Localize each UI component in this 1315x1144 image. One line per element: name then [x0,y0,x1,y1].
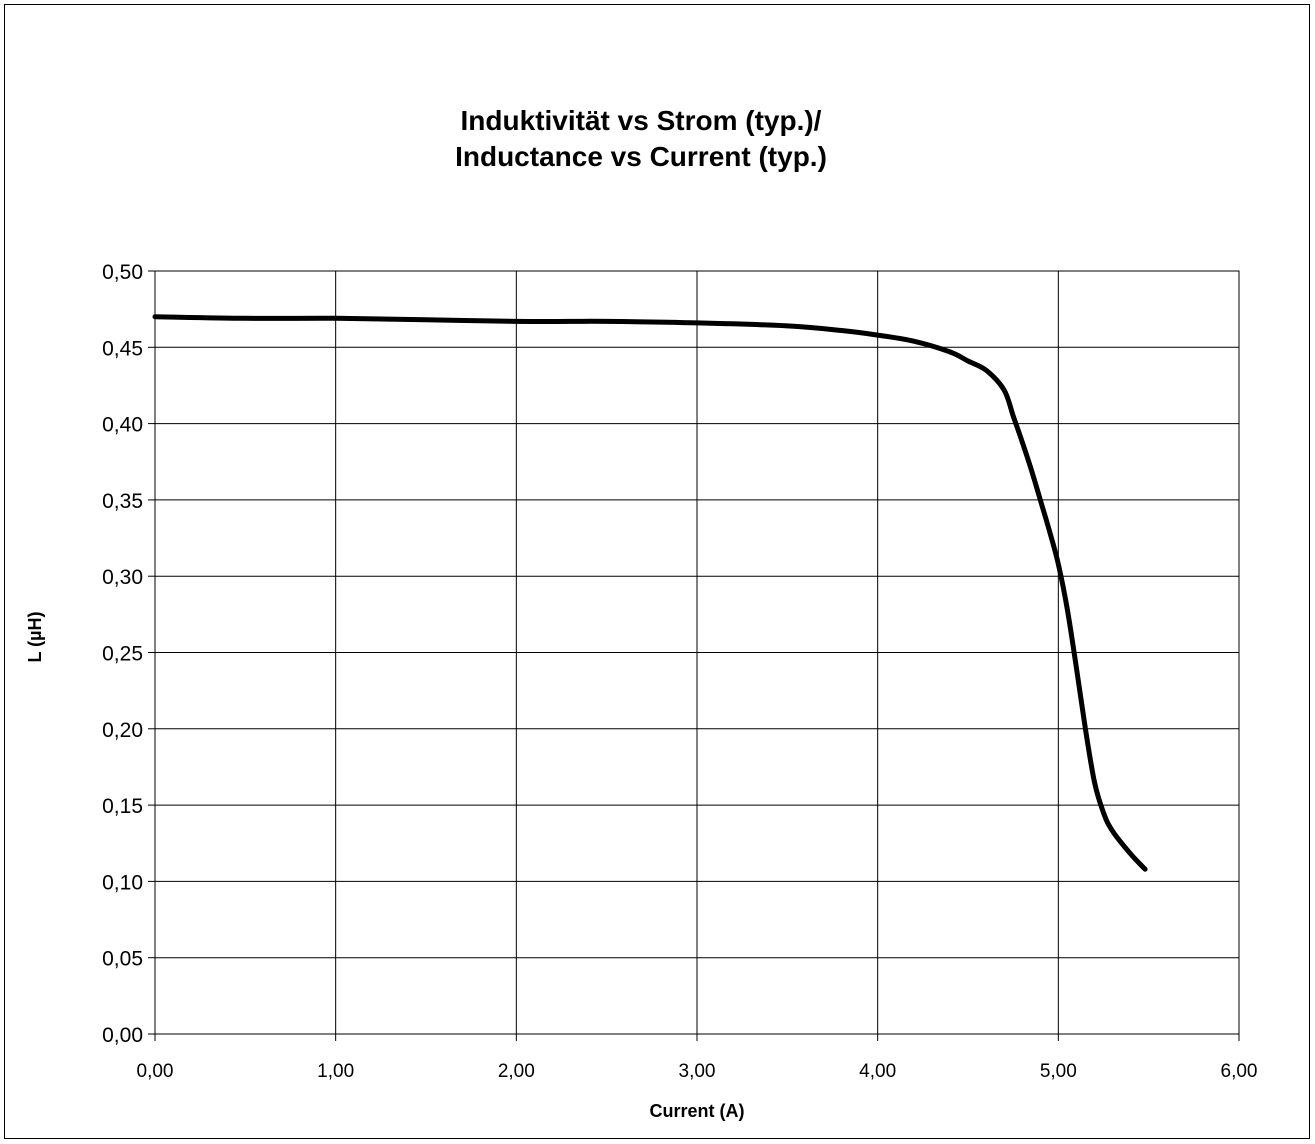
x-tick-label: 2,00 [498,1061,535,1082]
y-tick-label: 0,00 [102,1024,143,1047]
x-tick-label: 1,00 [317,1061,354,1082]
y-tick-label: 0,10 [102,871,143,894]
y-tick-label: 0,20 [102,719,143,742]
chart-frame [4,4,1310,1139]
y-tick-label: 0,30 [102,566,143,589]
y-tick-label: 0,15 [102,795,143,818]
inductance-series-line [152,314,1148,872]
x-tick-label: 4,00 [859,1061,896,1082]
y-tick-label: 0,05 [102,948,143,971]
x-tick-label: 3,00 [679,1061,716,1082]
chart-title-line-1: Induktivität vs Strom (typ.)/ [461,105,822,136]
x-tick-label: 6,00 [1221,1061,1258,1082]
y-tick-label: 0,40 [102,414,143,437]
y-tick-label: 0,50 [102,261,143,284]
y-tick-label: 0,35 [102,490,143,513]
y-tick-label: 0,45 [102,337,143,360]
tick-layer: 0,00 0,05 0,10 0,15 0,20 0,25 0,30 0,35 0,40 0,45… [102,261,1257,1082]
x-axis-label: Current (A) [650,1101,745,1121]
x-tick-label: 5,00 [1040,1061,1077,1082]
y-axis-label: L (µH) [25,611,45,662]
y-tick-label: 0,25 [102,643,143,666]
x-tick-label: 0,00 [137,1061,174,1082]
chart-title-line-2: Inductance vs Current (typ.) [455,141,827,172]
